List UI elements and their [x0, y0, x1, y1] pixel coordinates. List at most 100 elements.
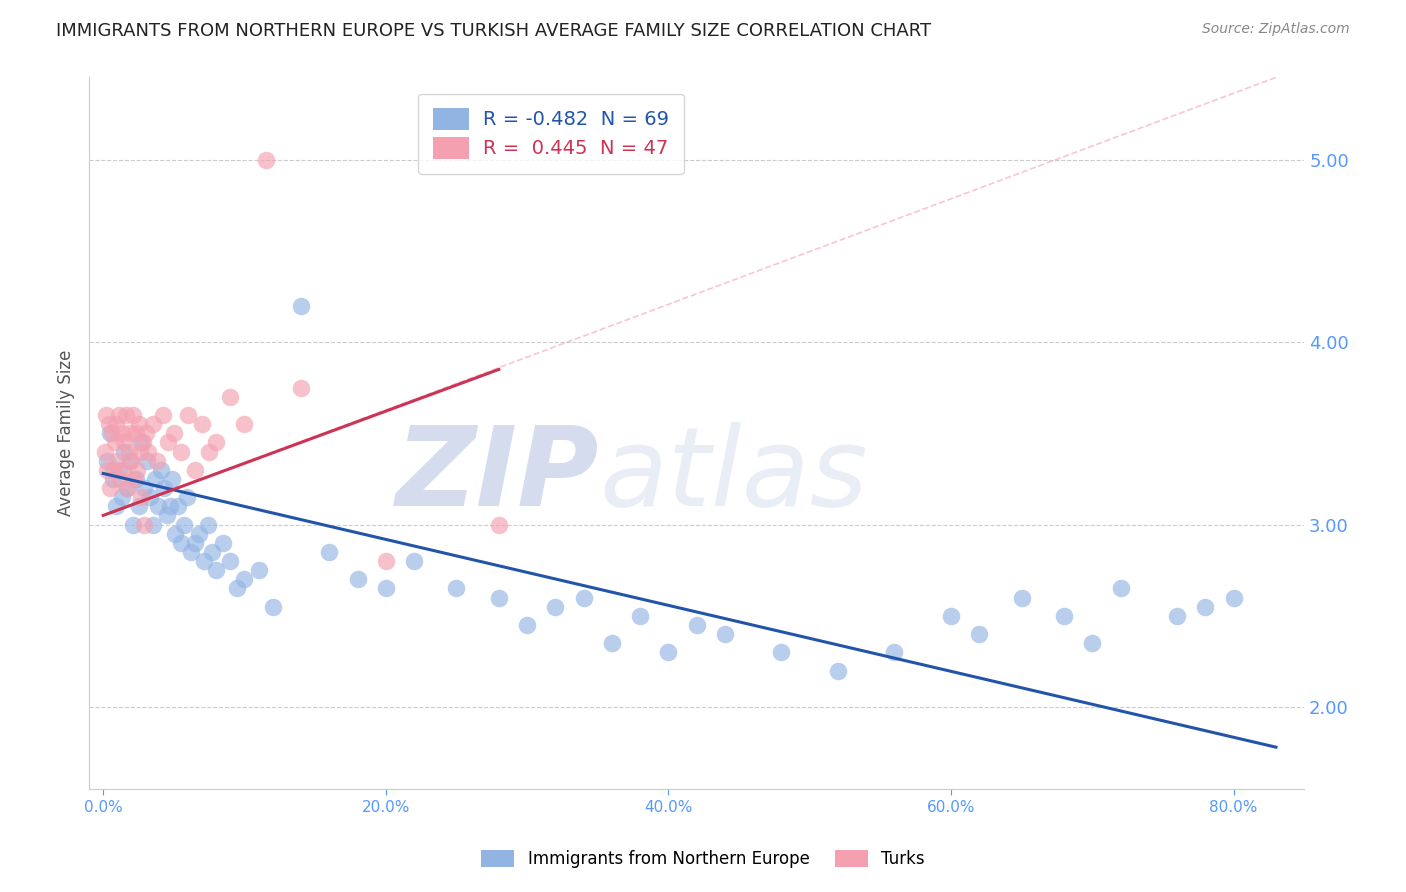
- Point: [883, 645, 905, 659]
- Point: [193, 554, 215, 568]
- Point: [939, 608, 962, 623]
- Point: [657, 645, 679, 659]
- Point: [1194, 599, 1216, 614]
- Point: [120, 453, 142, 467]
- Point: [167, 500, 190, 514]
- Point: [247, 563, 270, 577]
- Point: [402, 554, 425, 568]
- Point: [219, 390, 242, 404]
- Point: [827, 664, 849, 678]
- Point: [104, 500, 127, 514]
- Point: [105, 453, 128, 467]
- Point: [544, 599, 567, 614]
- Point: [770, 645, 793, 659]
- Point: [96, 453, 118, 467]
- Point: [254, 153, 277, 167]
- Point: [142, 517, 165, 532]
- Point: [127, 463, 149, 477]
- Point: [104, 417, 127, 432]
- Point: [374, 554, 396, 568]
- Point: [967, 627, 990, 641]
- Point: [103, 435, 125, 450]
- Point: [157, 435, 180, 450]
- Legend: R = -0.482  N = 69, R =  0.445  N = 47: R = -0.482 N = 69, R = 0.445 N = 47: [418, 94, 683, 174]
- Point: [152, 408, 174, 422]
- Point: [1109, 582, 1132, 596]
- Point: [488, 517, 510, 532]
- Text: Source: ZipAtlas.com: Source: ZipAtlas.com: [1202, 22, 1350, 37]
- Point: [318, 545, 340, 559]
- Point: [108, 472, 131, 486]
- Point: [188, 526, 211, 541]
- Point: [145, 472, 167, 486]
- Point: [628, 608, 651, 623]
- Point: [125, 472, 148, 486]
- Point: [98, 426, 121, 441]
- Point: [122, 408, 145, 422]
- Point: [134, 517, 156, 532]
- Point: [159, 500, 181, 514]
- Point: [112, 435, 135, 450]
- Point: [98, 481, 121, 495]
- Legend: Immigrants from Northern Europe, Turks: Immigrants from Northern Europe, Turks: [474, 843, 932, 875]
- Point: [290, 299, 312, 313]
- Point: [1011, 591, 1033, 605]
- Point: [100, 426, 122, 441]
- Point: [135, 426, 157, 441]
- Point: [191, 417, 214, 432]
- Point: [1081, 636, 1104, 650]
- Point: [118, 453, 141, 467]
- Point: [162, 472, 184, 486]
- Point: [173, 517, 195, 532]
- Point: [572, 591, 595, 605]
- Point: [142, 417, 165, 432]
- Point: [290, 381, 312, 395]
- Point: [212, 536, 235, 550]
- Point: [148, 500, 170, 514]
- Point: [180, 545, 202, 559]
- Point: [96, 463, 118, 477]
- Point: [262, 599, 284, 614]
- Point: [136, 453, 159, 467]
- Point: [124, 472, 146, 486]
- Point: [233, 417, 256, 432]
- Point: [115, 481, 138, 495]
- Point: [134, 481, 156, 495]
- Point: [117, 444, 139, 458]
- Point: [184, 463, 207, 477]
- Y-axis label: Average Family Size: Average Family Size: [58, 350, 75, 516]
- Point: [446, 582, 468, 596]
- Point: [488, 591, 510, 605]
- Point: [163, 426, 186, 441]
- Point: [110, 490, 132, 504]
- Point: [107, 463, 129, 477]
- Point: [205, 435, 228, 450]
- Point: [170, 536, 193, 550]
- Point: [107, 408, 129, 422]
- Point: [201, 545, 224, 559]
- Point: [101, 463, 124, 477]
- Point: [374, 582, 396, 596]
- Point: [226, 582, 249, 596]
- Point: [114, 408, 136, 422]
- Point: [1166, 608, 1188, 623]
- Point: [131, 435, 153, 450]
- Point: [93, 444, 115, 458]
- Point: [94, 408, 117, 422]
- Point: [600, 636, 623, 650]
- Point: [156, 508, 179, 523]
- Point: [165, 526, 187, 541]
- Text: IMMIGRANTS FROM NORTHERN EUROPE VS TURKISH AVERAGE FAMILY SIZE CORRELATION CHART: IMMIGRANTS FROM NORTHERN EUROPE VS TURKI…: [56, 22, 931, 40]
- Point: [128, 417, 150, 432]
- Point: [184, 536, 207, 550]
- Point: [219, 554, 242, 568]
- Point: [97, 417, 120, 432]
- Point: [111, 463, 134, 477]
- Point: [131, 490, 153, 504]
- Point: [146, 453, 169, 467]
- Point: [516, 618, 538, 632]
- Point: [197, 517, 219, 532]
- Point: [233, 572, 256, 586]
- Point: [128, 500, 150, 514]
- Point: [132, 435, 155, 450]
